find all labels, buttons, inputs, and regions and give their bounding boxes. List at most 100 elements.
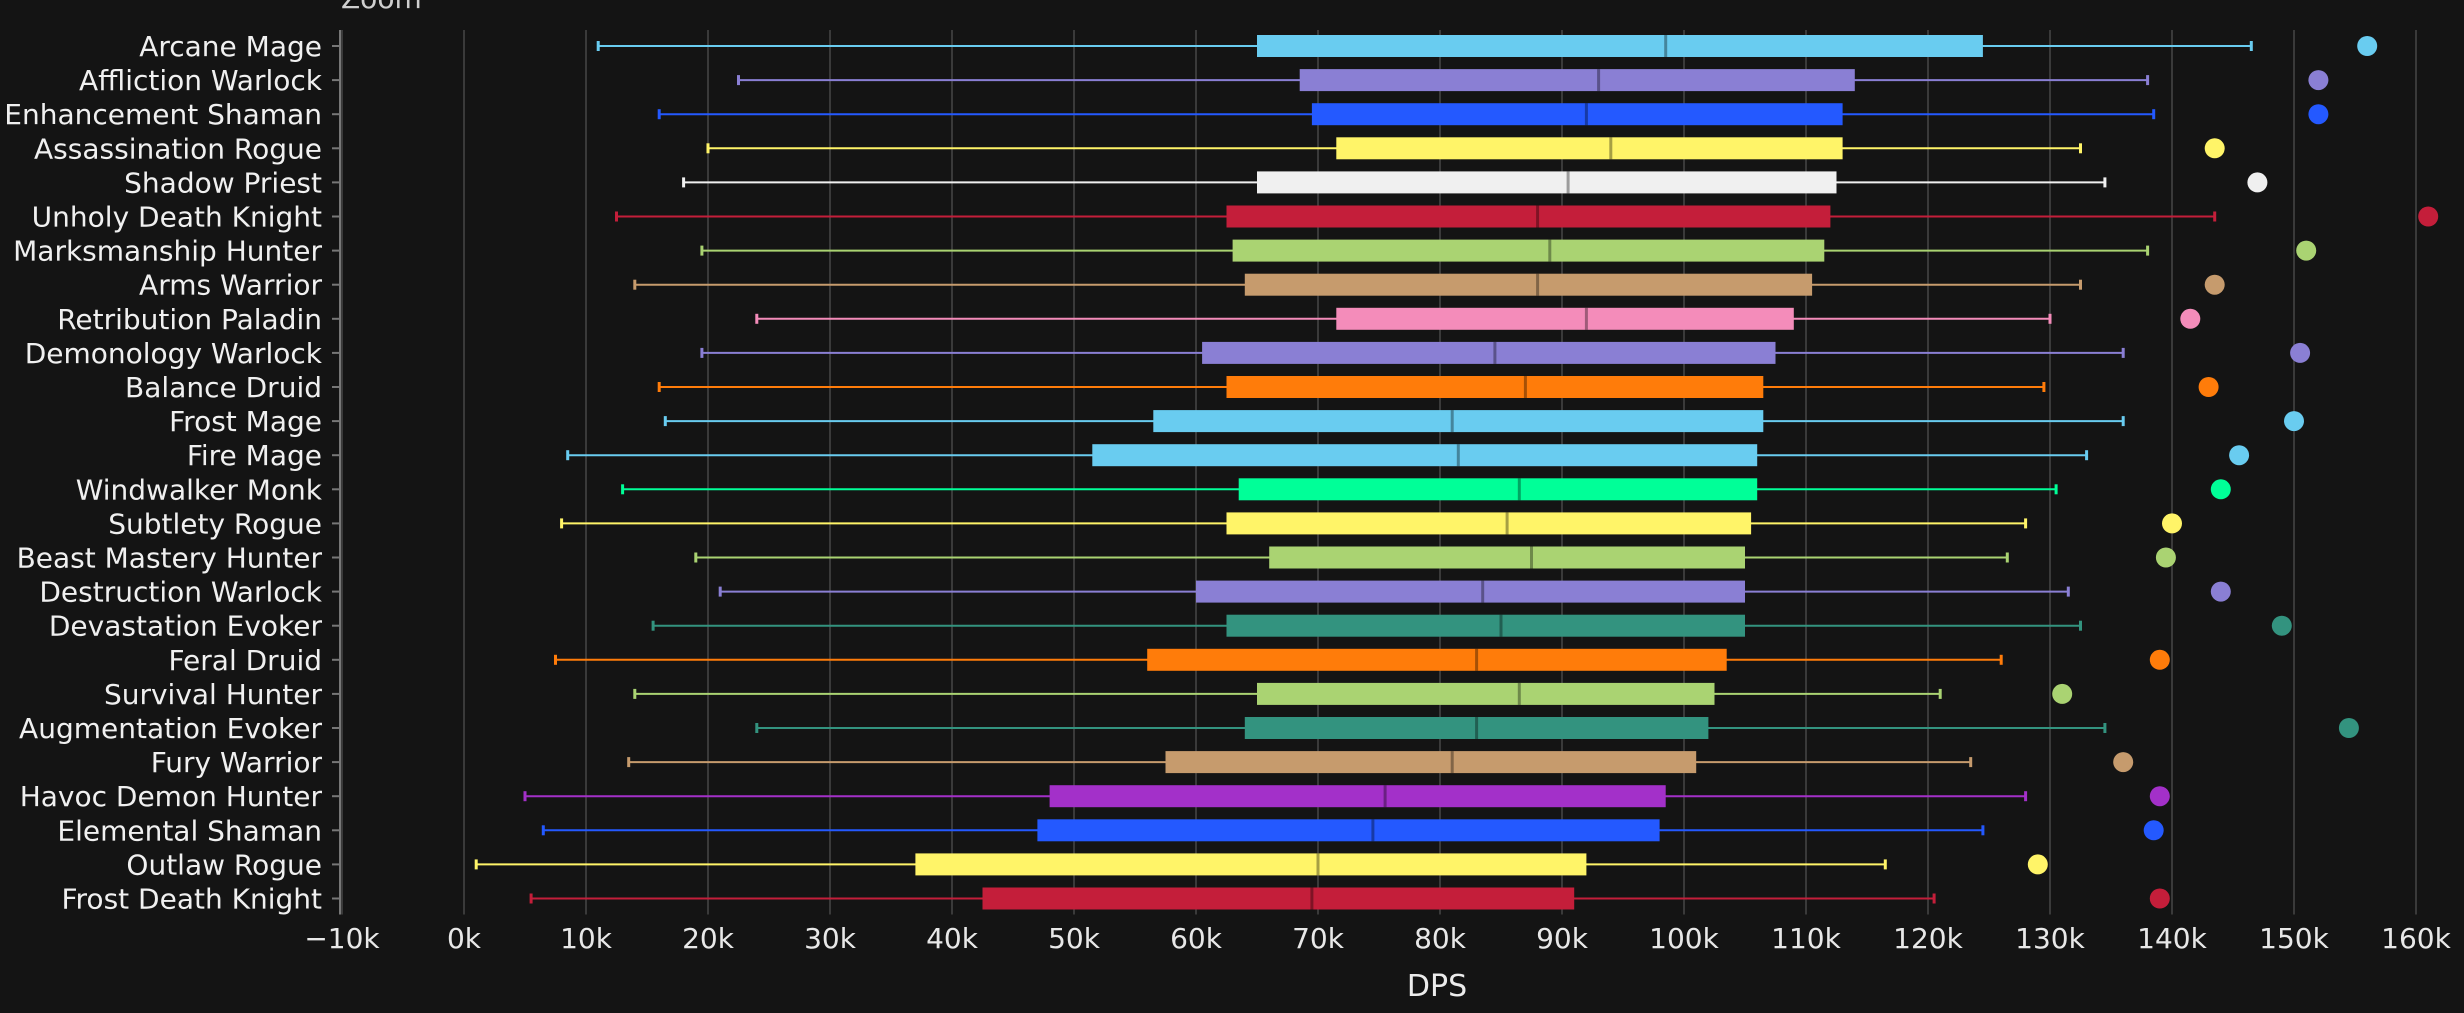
iqr-box [1092, 444, 1758, 467]
iqr-box [1269, 546, 1745, 569]
box-row [706, 137, 2225, 160]
category-label: Windwalker Monk [76, 473, 323, 506]
iqr-box [1153, 410, 1764, 433]
outlier-point [2052, 683, 2073, 704]
outlier-point [2308, 70, 2329, 91]
category-label: Destruction Warlock [39, 576, 322, 609]
box-row [529, 887, 2170, 910]
iqr-box [982, 887, 1575, 910]
x-tick-label-4: 30k [804, 922, 857, 955]
outlier-point [2418, 206, 2439, 227]
category-label: Enhancement Shaman [4, 98, 322, 131]
x-tick-label-12: 110k [1771, 922, 1841, 955]
category-label: Fire Mage [187, 439, 322, 472]
box-row [566, 444, 2250, 467]
iqr-box [1257, 682, 1715, 705]
category-label: Elemental Shaman [57, 814, 322, 847]
iqr-box [1165, 751, 1697, 774]
box-row [657, 376, 2219, 398]
outlier-point [2204, 274, 2225, 295]
zoom-label[interactable]: Zoom [341, 0, 422, 15]
outlier-point [2204, 138, 2225, 159]
x-tick-label-9: 80k [1414, 922, 1467, 955]
box-row [596, 35, 2378, 57]
x-tick-label-2: 10k [560, 922, 613, 955]
box-row [615, 205, 2439, 228]
category-label: Retribution Paladin [57, 303, 322, 336]
category-label: Survival Hunter [104, 678, 323, 711]
x-tick-label-17: 160k [2381, 922, 2451, 955]
outlier-point [2149, 649, 2170, 670]
box-series [474, 35, 2439, 910]
iqr-box [1232, 239, 1825, 262]
outlier-point [2149, 786, 2170, 807]
category-label: Frost Death Knight [61, 883, 322, 916]
box-row [718, 580, 2231, 603]
category-label: Balance Druid [125, 371, 322, 404]
x-tick-label-14: 130k [2015, 922, 2085, 955]
iqr-box [1049, 785, 1666, 808]
x-axis-label: DPS [1407, 969, 1467, 1004]
iqr-box [1299, 69, 1855, 92]
outlier-point [2271, 615, 2292, 636]
iqr-box [1147, 648, 1727, 671]
category-label: Subtlety Rogue [108, 507, 322, 540]
box-row [737, 69, 2329, 92]
box-row [627, 751, 2134, 774]
category-label: Unholy Death Knight [32, 201, 322, 234]
box-row [755, 717, 2359, 739]
iqr-box [1226, 512, 1752, 535]
outlier-point [2357, 36, 2378, 56]
category-label: Outlaw Rogue [126, 848, 322, 881]
iqr-box [1226, 614, 1745, 637]
x-tick-label-6: 50k [1048, 922, 1101, 955]
box-row [633, 273, 2225, 296]
outlier-point [2210, 479, 2231, 500]
iqr-box [1257, 171, 1837, 194]
box-row [554, 648, 2170, 671]
outlier-point [2284, 411, 2304, 432]
outlier-point [2155, 547, 2176, 568]
grid-lines [341, 30, 2417, 915]
box-row [474, 853, 2048, 876]
y-axis [332, 30, 341, 915]
box-row [633, 682, 2073, 705]
x-tick-labels: −10k 0k 10k 20k 30k 40k 50k 60k 70k 80k 90k 100k 110… [304, 922, 2451, 955]
iqr-box [1336, 137, 1843, 160]
iqr-box [1226, 205, 1831, 228]
iqr-box [1257, 35, 1983, 57]
outlier-point [2290, 342, 2311, 363]
outlier-point [2296, 240, 2317, 261]
box-row [755, 307, 2201, 330]
x-tick-label-10: 90k [1536, 922, 1589, 955]
iqr-box [1196, 580, 1745, 603]
box-row [700, 239, 2317, 262]
outlier-point [2162, 513, 2182, 534]
category-label: Demonology Warlock [25, 337, 323, 370]
category-label: Beast Mastery Hunter [17, 542, 323, 575]
outlier-point [2308, 104, 2329, 125]
box-row [657, 103, 2329, 126]
category-label: Havoc Demon Hunter [20, 780, 323, 813]
box-row [694, 546, 2176, 569]
iqr-box [915, 853, 1587, 876]
outlier-point [2198, 377, 2219, 397]
category-label: Affliction Warlock [79, 64, 323, 97]
box-row [523, 785, 2170, 808]
iqr-box [1244, 717, 1709, 739]
box-row [560, 512, 2182, 535]
outlier-point [2027, 854, 2048, 875]
box-row [651, 614, 2292, 637]
outlier-point [2143, 820, 2164, 841]
iqr-box [1336, 307, 1794, 330]
outlier-point [2149, 888, 2170, 909]
x-tick-label-3: 20k [682, 922, 735, 955]
category-label: Arms Warrior [139, 269, 322, 302]
x-tick-label-0: −10k [304, 922, 380, 955]
x-tick-label-13: 120k [1893, 922, 1963, 955]
category-label: Feral Druid [168, 644, 322, 677]
box-row [663, 410, 2304, 433]
category-label: Fury Warrior [151, 746, 323, 779]
outlier-point [2210, 581, 2231, 602]
iqr-box [1311, 103, 1843, 126]
